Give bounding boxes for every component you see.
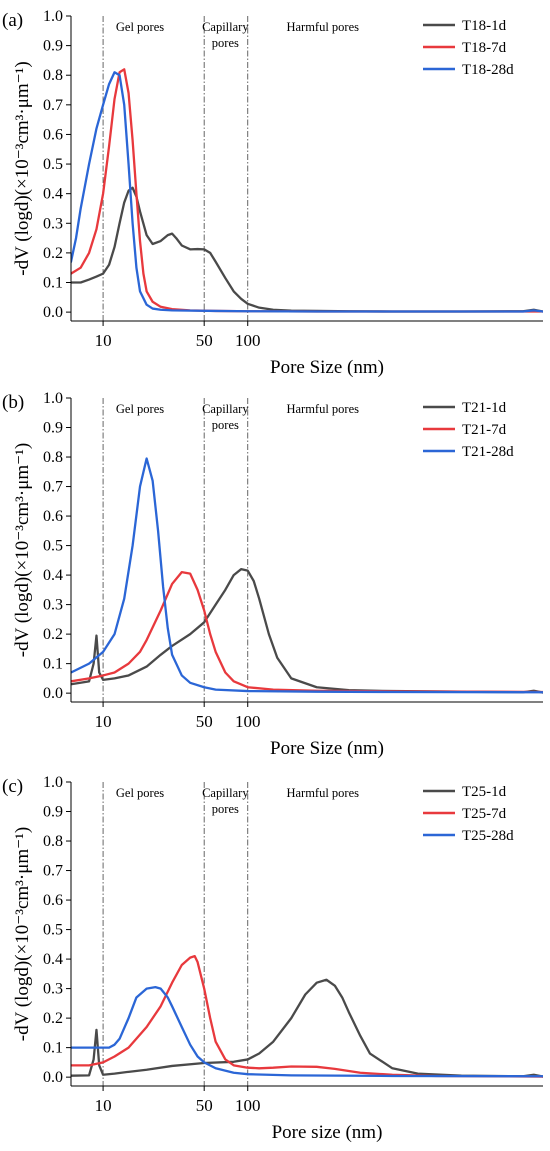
y-tick-label: 0.5	[43, 922, 63, 939]
x-axis-title: Pore Size (nm)	[270, 357, 384, 378]
y-tick-label: 0.8	[43, 833, 63, 850]
x-tick-label: 100	[235, 1096, 261, 1115]
y-tick-label: 1.0	[43, 390, 63, 407]
series-line-T18-28d	[71, 71, 543, 313]
y-tick-label: 0.3	[43, 981, 63, 998]
legend-label: T25-7d	[462, 806, 507, 822]
y-tick-label: 1.0	[43, 8, 63, 25]
series-group	[71, 457, 543, 694]
panel-label: (a)	[2, 10, 23, 31]
y-tick-label: 0.9	[43, 420, 63, 437]
y-tick-label: 0.0	[43, 304, 63, 321]
x-tick-label: 10	[95, 712, 112, 731]
y-tick-label: 0.2	[43, 245, 63, 262]
x-axis-title: Pore Size (nm)	[270, 738, 384, 759]
x-tick-label: 50	[196, 1096, 213, 1115]
series-group	[71, 68, 543, 313]
region-label-gel: Gel pores	[116, 786, 164, 800]
y-tick-label: 0.6	[43, 508, 63, 525]
chart-panel-a: Gel pores Capillary pores Harmful pores 0.0 0…	[2, 8, 543, 378]
legend-label: T25-28d	[462, 828, 514, 844]
chart-panel-b: Gel pores Capillary pores Harmful pores 0.0 0…	[2, 390, 543, 759]
series-line-T25-28d	[71, 985, 543, 1078]
series-line-T21-1d	[71, 568, 543, 694]
y-tick-label: 0.1	[43, 656, 63, 673]
legend-label: T21-28d	[462, 444, 514, 460]
x-tick-label: 50	[196, 712, 213, 731]
region-label-gel: Gel pores	[116, 402, 164, 416]
y-tick-label: 0.4	[43, 567, 63, 584]
y-tick-label: 0.8	[43, 449, 63, 466]
y-tick-label: 0.0	[43, 1069, 63, 1086]
region-label-harmful: Harmful pores	[286, 20, 359, 34]
x-tick-label: 10	[95, 331, 112, 350]
y-tick-label: 0.3	[43, 215, 63, 232]
y-tick-label: 0.7	[43, 97, 63, 114]
y-tick-label: 0.1	[43, 275, 63, 292]
legend-label: T18-1d	[462, 18, 507, 34]
region-label-capillary-pores: pores	[212, 802, 239, 816]
y-tick-label: 0.1	[43, 1040, 63, 1057]
region-label-harmful: Harmful pores	[286, 786, 359, 800]
y-tick-label: 0.9	[43, 804, 63, 821]
region-label-capillary-pores: pores	[212, 36, 239, 50]
series-line-T25-1d	[71, 978, 543, 1078]
series-line-T18-7d	[71, 68, 543, 313]
x-tick-label: 50	[196, 331, 213, 350]
y-axis-title: -dV (logd)(×10⁻³cm³·μm⁻¹)	[12, 827, 33, 1041]
y-tick-label: 0.9	[43, 38, 63, 55]
y-tick-label: 0.6	[43, 892, 63, 909]
y-tick-label: 0.0	[43, 685, 63, 702]
region-label-gel: Gel pores	[116, 20, 164, 34]
series-line-T21-28d	[71, 457, 543, 694]
series-line-T21-7d	[71, 570, 543, 694]
region-label-capillary-pores: pores	[212, 418, 239, 432]
series-group	[71, 954, 543, 1078]
region-label-capillary: Capillary	[202, 20, 249, 34]
y-tick-label: 0.7	[43, 863, 63, 880]
legend-label: T21-7d	[462, 422, 507, 438]
series-line-T25-7d	[71, 954, 543, 1078]
y-axis-title: -dV (logd)(×10⁻³cm³·μm⁻¹)	[12, 443, 33, 657]
y-tick-label: 0.3	[43, 597, 63, 614]
legend-label: T21-1d	[462, 400, 507, 416]
panel-label: (b)	[2, 392, 24, 413]
legend-label: T18-7d	[462, 40, 507, 56]
region-label-capillary: Capillary	[202, 786, 249, 800]
region-label-harmful: Harmful pores	[286, 402, 359, 416]
y-tick-label: 0.6	[43, 126, 63, 143]
y-tick-label: 0.5	[43, 538, 63, 555]
y-tick-label: 0.4	[43, 186, 63, 203]
panel-label: (c)	[2, 776, 23, 797]
y-tick-label: 0.7	[43, 479, 63, 496]
x-tick-label: 10	[95, 1096, 112, 1115]
region-label-capillary: Capillary	[202, 402, 249, 416]
y-tick-label: 0.4	[43, 951, 63, 968]
x-tick-label: 100	[235, 712, 261, 731]
legend-label: T25-1d	[462, 784, 507, 800]
chart-panel-c: Gel pores Capillary pores Harmful pores 0.0 0…	[2, 774, 543, 1143]
x-axis-title: Pore size (nm)	[272, 1122, 383, 1143]
y-tick-label: 0.2	[43, 626, 63, 643]
y-tick-label: 1.0	[43, 774, 63, 791]
x-tick-label: 100	[235, 331, 261, 350]
y-tick-label: 0.8	[43, 67, 63, 84]
legend-label: T18-28d	[462, 62, 514, 78]
y-axis-title: -dV (logd)(×10⁻³cm³·μm⁻¹)	[12, 61, 33, 275]
y-tick-label: 0.5	[43, 156, 63, 173]
y-tick-label: 0.2	[43, 1010, 63, 1027]
